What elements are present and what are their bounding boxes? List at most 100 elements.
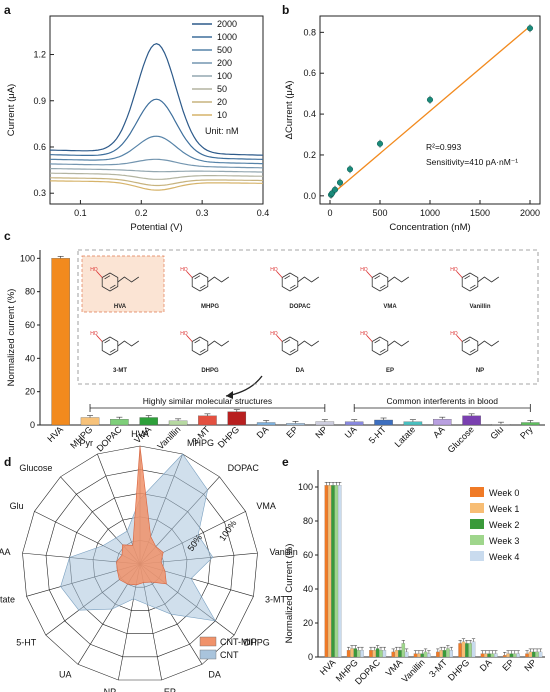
bar-DHPG-Week 2 [465, 643, 469, 658]
radar-axis-label: Latate [0, 595, 15, 605]
radar-axis-label: HVA [131, 429, 149, 439]
radar-axis-label: Glu [10, 501, 24, 511]
bar-DHPG-Week 0 [458, 643, 462, 658]
bar-HVA-Week 3 [334, 485, 339, 658]
structure-name-DA: DA [296, 368, 305, 374]
double-bond [284, 275, 291, 280]
double-bond [374, 275, 381, 280]
x-tick-label: Latate [393, 424, 418, 449]
radar-axis-label: VMA [256, 501, 276, 511]
double-bond [194, 339, 201, 344]
bar-HVA [51, 258, 70, 426]
x-tick-label: 1500 [470, 208, 490, 218]
y-tick-label: 100 [298, 482, 313, 492]
x-tick-label: DHPG [216, 424, 241, 449]
double-bond [284, 339, 291, 344]
bar-3-MT [198, 415, 217, 426]
bar-VMA-Week 1 [394, 650, 399, 658]
double-bond [289, 284, 296, 289]
radar-ring-label: 100% [217, 518, 238, 543]
x-tick-label: DA [478, 657, 494, 673]
bar-DA [256, 422, 276, 426]
bar-Vanillin-Week 0 [413, 653, 418, 658]
bar-3-MT-Week 4 [449, 650, 454, 658]
double-bond [469, 284, 476, 289]
legend-swatch-Week 4 [470, 551, 484, 561]
y-tick-label: 40 [25, 353, 35, 363]
bar-UA [344, 421, 364, 426]
y-tick-label: 1.2 [33, 50, 46, 60]
radar-axis-label: DHPG [244, 637, 270, 647]
x-tick-label: DA [255, 424, 271, 440]
y-tick-label: 0.3 [33, 188, 46, 198]
bar-DOPAC-Week 4 [382, 650, 387, 658]
double-bond [104, 339, 111, 344]
legend-label-CNT: CNT [220, 650, 239, 660]
y-tick-label: 20 [25, 387, 35, 397]
panel-label-e: e [282, 455, 289, 469]
side-chain [207, 340, 230, 347]
x-tick-label: 2000 [520, 208, 540, 218]
panel-label-d: d [4, 455, 11, 469]
legend-label-50: 50 [217, 84, 227, 94]
hydroxyl-atom: HO [450, 331, 458, 337]
bar-Vanillin-Week 2 [420, 653, 425, 658]
panel-a-voltammogram: 0.1 0.2 0.3 0.4 0.3 0.6 0.9 1.2 Potential (V) Cur… [6, 15, 269, 233]
y-tick-label: 60 [25, 320, 35, 330]
structure-name-VMA: VMA [383, 304, 397, 310]
legend-swatch-Week 3 [470, 535, 484, 545]
bar-VMA [139, 417, 158, 426]
hydroxyl-atom: HO [90, 267, 98, 273]
y-tick-label: 0.9 [33, 96, 46, 106]
legend-label-Week 2: Week 2 [489, 520, 519, 530]
hydroxyl-atom: HO [360, 267, 368, 273]
legend-label-Week 3: Week 3 [489, 536, 519, 546]
y-tick-label: 0 [30, 420, 35, 430]
radar-axis-label: Glucose [19, 463, 52, 473]
x-tick-label: Vanillin [400, 657, 427, 684]
legend-swatch-CNT-MIP [199, 636, 217, 647]
radar-grid-ring [22, 445, 258, 681]
bar-DOPAC [110, 419, 129, 426]
x-axis-label: Potential (V) [130, 222, 182, 233]
hydroxyl-atom: HO [90, 331, 98, 337]
hydroxyl-bond [96, 270, 103, 278]
bar-DA-Week 0 [480, 653, 485, 658]
bar-NP-Week 3 [535, 651, 539, 658]
series-line-500 [49, 135, 263, 165]
side-chain [207, 276, 230, 283]
legend-label-500: 500 [217, 45, 232, 55]
data-point [346, 166, 354, 173]
sensitivity-text: Sensitivity=410 pA·nM⁻¹ [426, 157, 518, 167]
structure-name-Vanillin: Vanillin [469, 304, 490, 310]
radar-axis-label: Vanillin [269, 547, 297, 557]
x-tick-label: Glucose [446, 424, 476, 454]
y-tick-label: 0.2 [303, 150, 316, 160]
x-tick-label: 0.2 [135, 208, 148, 218]
structures-inset [77, 249, 539, 385]
bar-3-MT-Week 0 [436, 651, 440, 658]
y-tick-label: 0.0 [303, 191, 316, 201]
bar-DOPAC-Week 3 [379, 650, 383, 658]
hydroxyl-atom: HO [180, 267, 188, 273]
panel-c-selectivity-bars: 0 20 40 60 80 100 Normalized current (%) HVA MHP… [6, 249, 545, 455]
side-chain [117, 340, 140, 347]
y-tick-label: 0.8 [303, 27, 316, 37]
radar-axis-label: 5-HT [16, 637, 37, 647]
x-tick-label: 1000 [420, 208, 440, 218]
bar-MHPG-Week 3 [356, 650, 361, 658]
benzene-ring [461, 272, 479, 292]
hydroxyl-atom: HO [360, 331, 368, 337]
fit-line [329, 25, 531, 197]
y-tick-label: 20 [303, 618, 313, 628]
hydroxyl-bond [96, 334, 103, 342]
bracket-label-2: Common interferents in blood [387, 396, 499, 406]
x-tick-label: 0.3 [196, 208, 209, 218]
hva-highlight [81, 255, 165, 313]
side-chain [117, 276, 140, 283]
bar-EP [286, 423, 305, 426]
x-tick-label: DOPAC [95, 424, 125, 454]
structure-name-NP: NP [476, 368, 484, 374]
double-bond [464, 275, 471, 280]
